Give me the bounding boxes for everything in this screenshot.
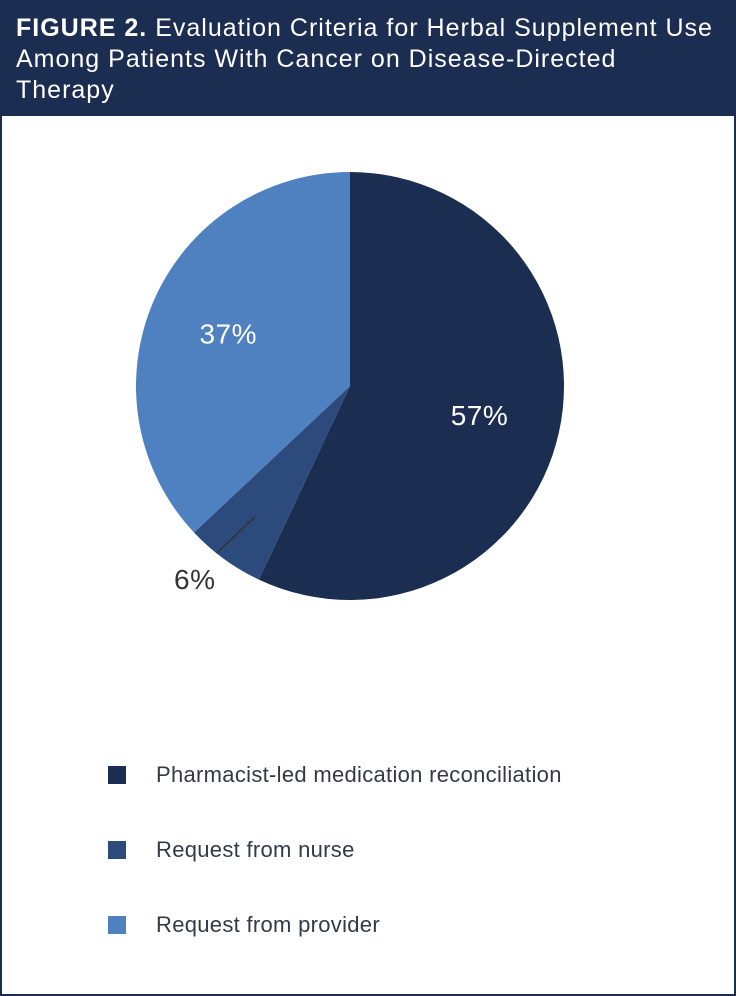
legend-label-pharmacist: Pharmacist-led medication reconciliation bbox=[156, 762, 562, 787]
figure-label: FIGURE 2. bbox=[16, 14, 148, 42]
legend-label-nurse: Request from nurse bbox=[156, 837, 355, 862]
legend-swatch-provider bbox=[108, 916, 126, 934]
slice-leader-line-nurse bbox=[216, 516, 256, 554]
legend-swatch-nurse bbox=[108, 841, 126, 859]
pie-slice-nurse bbox=[194, 386, 350, 580]
pie-slice-provider bbox=[136, 172, 350, 533]
slice-label-pharmacist: 57% bbox=[451, 400, 509, 431]
slice-label-provider: 37% bbox=[199, 318, 257, 349]
pie-slice-pharmacist bbox=[258, 171, 565, 600]
slice-label-nurse: 6% bbox=[174, 564, 215, 595]
legend-label-provider: Request from provider bbox=[156, 912, 380, 937]
legend-swatch-pharmacist bbox=[108, 766, 126, 784]
figure-title: FIGURE 2. Evaluation Criteria for Herbal… bbox=[16, 13, 716, 106]
figure-header: FIGURE 2. Evaluation Criteria for Herbal… bbox=[2, 2, 734, 116]
figure-title-text: Evaluation Criteria for Herbal Supplemen… bbox=[16, 14, 713, 104]
